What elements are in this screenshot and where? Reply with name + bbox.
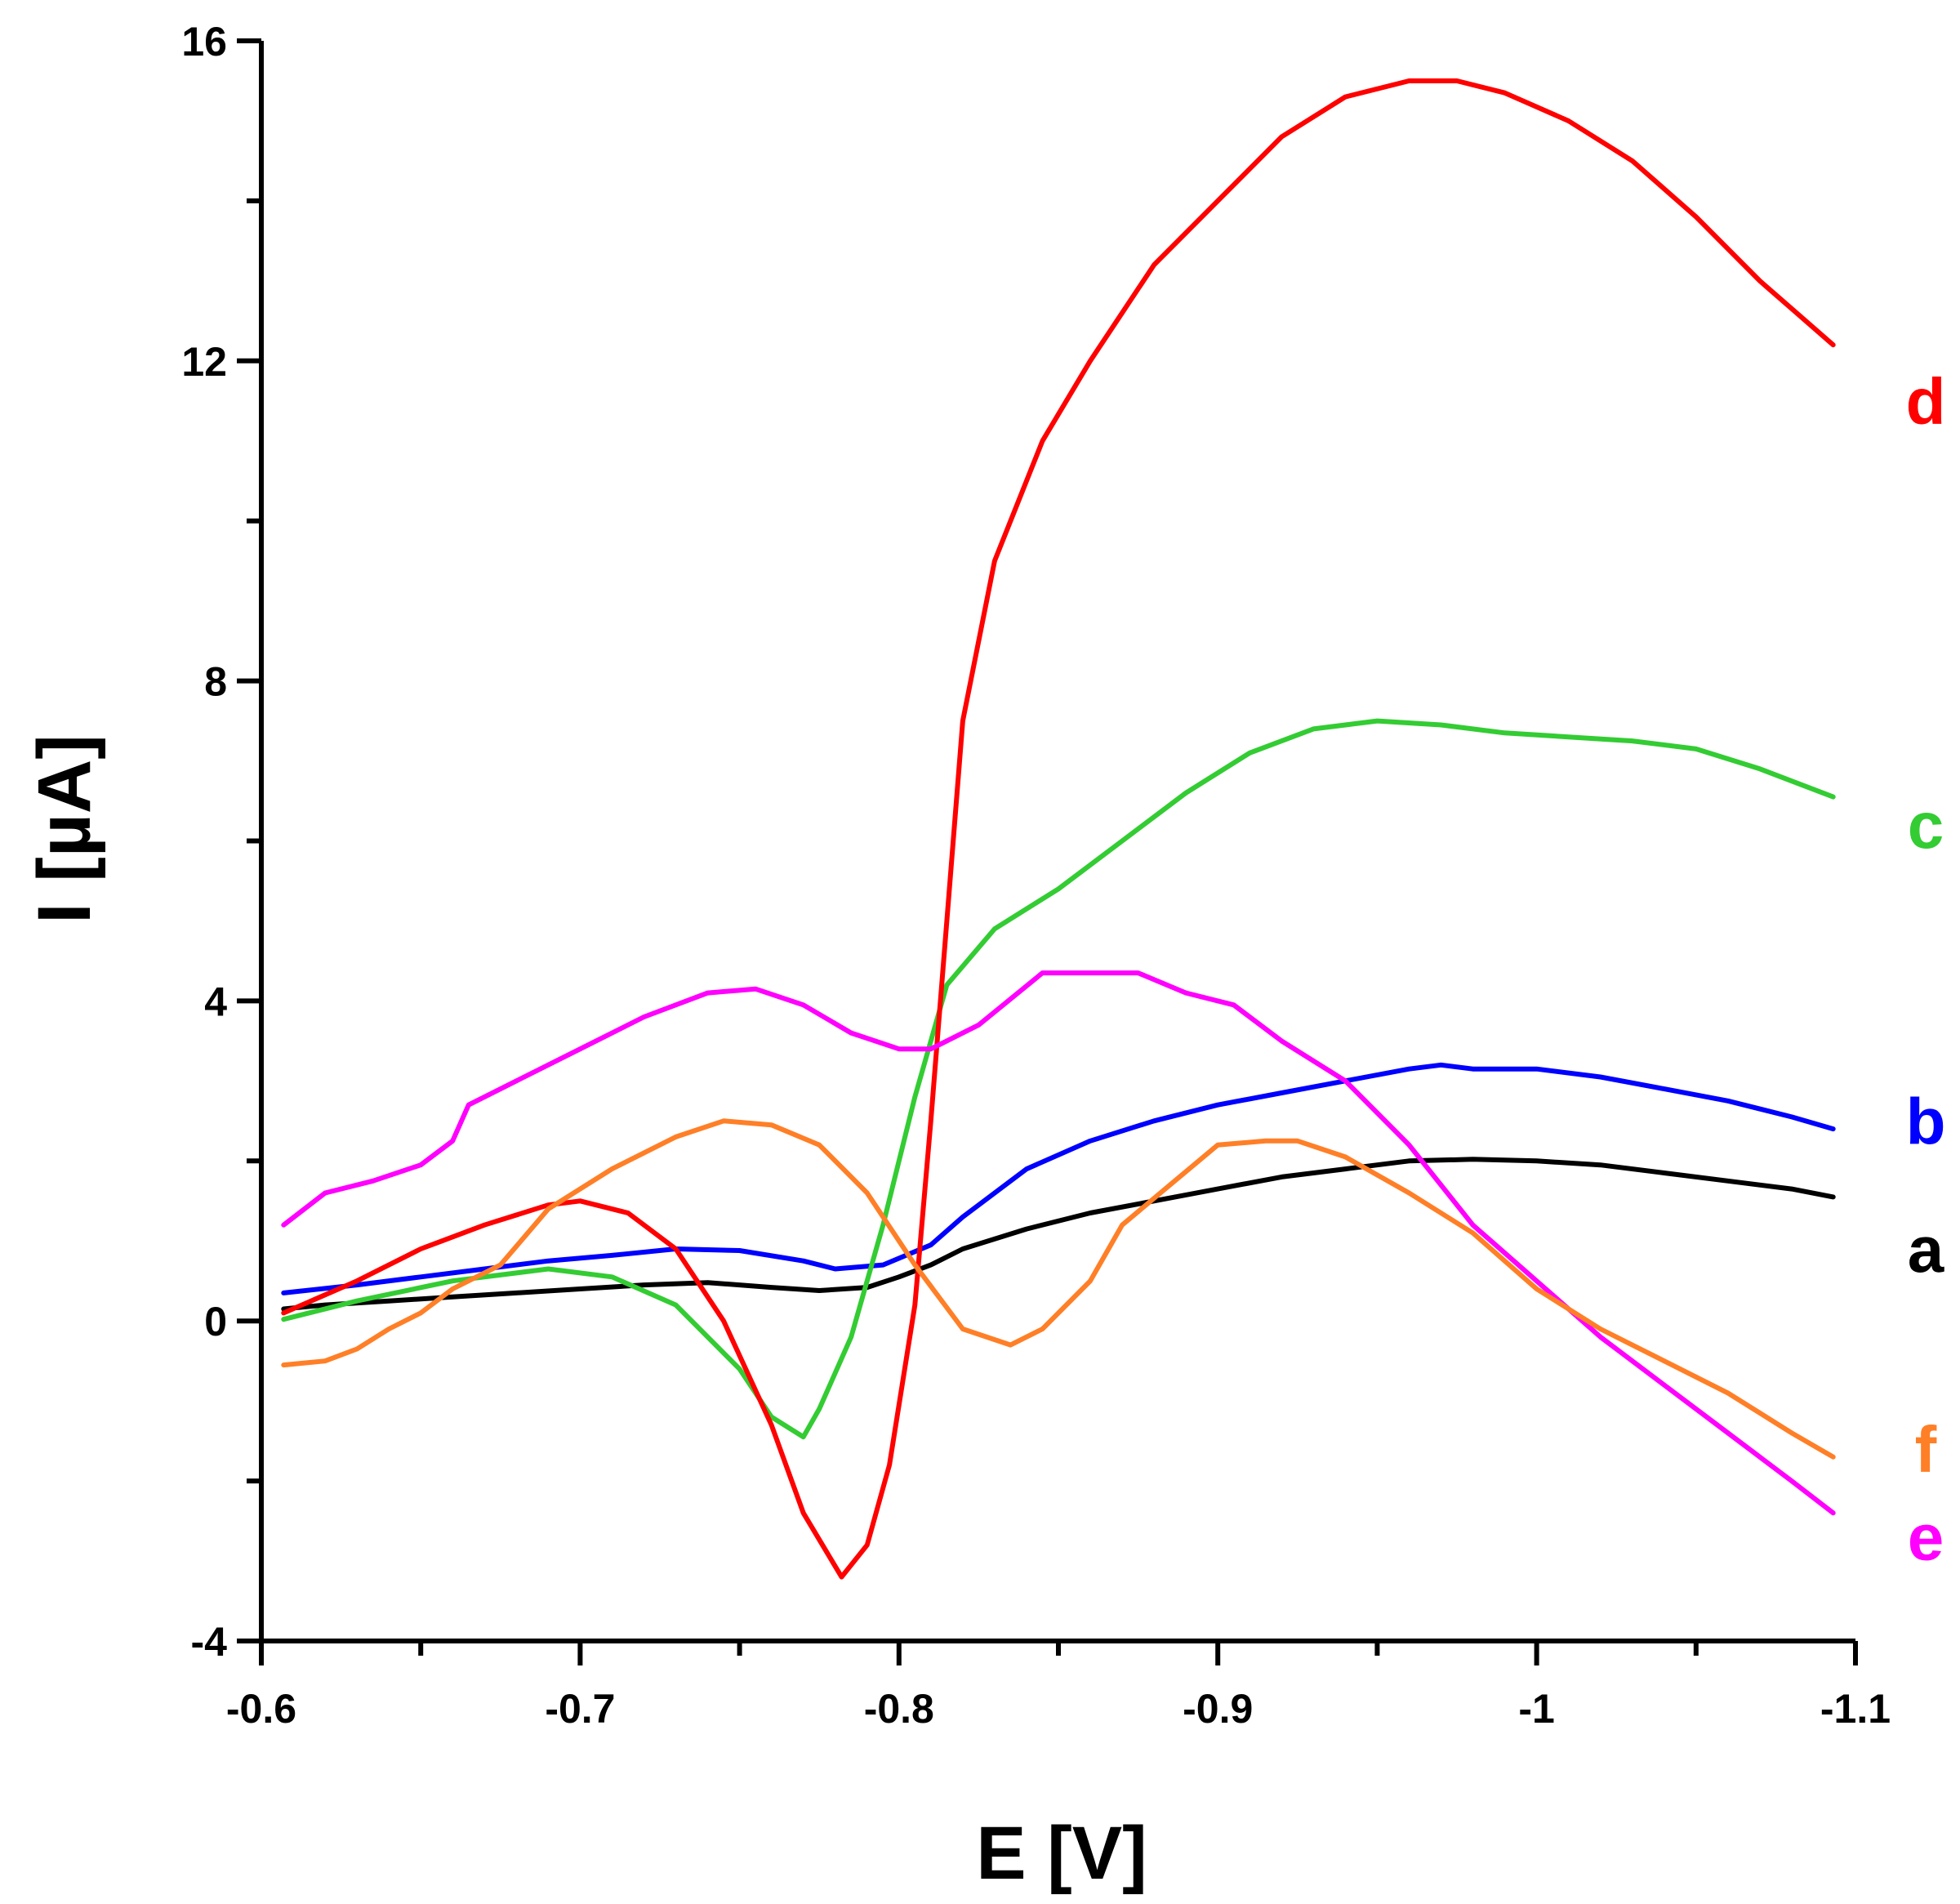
y-tick-label: 0: [204, 1299, 227, 1344]
x-tick-label: -1: [1518, 1686, 1554, 1732]
y-tick-label: 8: [204, 659, 227, 705]
y-tick-label: -4: [191, 1619, 228, 1665]
series-layer: [281, 78, 1836, 1580]
x-tick-label: -0.9: [1183, 1686, 1253, 1732]
y-tick-label: 12: [181, 339, 227, 385]
series-line-a: [281, 1157, 1836, 1312]
series-line-d: [281, 78, 1836, 1580]
series-line-f: [281, 1118, 1836, 1460]
series-label-c: c: [1908, 789, 1944, 862]
series-line-b: [281, 1062, 1836, 1295]
x-tick-label: -0.6: [226, 1686, 296, 1732]
series-line-c: [281, 718, 1836, 1440]
y-axis-title: I [µA]: [23, 734, 106, 924]
y-tick-label: 16: [181, 19, 227, 65]
axes: -4 0 4 8 12 16 -0.6 -0.7 -0.8 -0.9 -1 -1.1: [181, 19, 1891, 1732]
y-tick-label: 4: [204, 979, 227, 1024]
x-tick-label: -0.8: [864, 1686, 934, 1732]
series-label-e: e: [1908, 1501, 1944, 1574]
labels-layer: ab c d ef: [1906, 365, 1946, 1574]
series-label-b: b: [1906, 1085, 1946, 1157]
x-tick-label: -0.7: [545, 1686, 615, 1732]
series-label-a: a: [1908, 1213, 1944, 1286]
x-axis-title: E [V]: [976, 1812, 1147, 1895]
series-label-d: d: [1906, 365, 1946, 438]
series-label-f: f: [1915, 1413, 1937, 1486]
series-line-e: [281, 970, 1836, 1516]
x-tick-label: -1.1: [1820, 1686, 1891, 1732]
